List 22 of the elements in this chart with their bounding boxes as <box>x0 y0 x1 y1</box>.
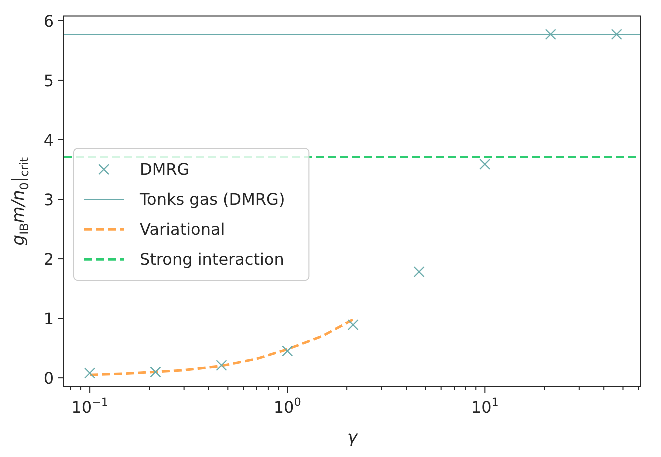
legend-label: Strong interaction <box>140 250 284 269</box>
y-tick-label: 1 <box>44 310 54 329</box>
legend-label: Tonks gas (DMRG) <box>139 190 286 209</box>
legend-label: Variational <box>140 220 226 239</box>
y-tick-label: 3 <box>44 190 54 210</box>
point <box>480 158 491 170</box>
y-tick-label: 4 <box>44 131 54 150</box>
point <box>282 346 294 357</box>
y-tick-label: 6 <box>44 12 54 31</box>
y-tick-label: 5 <box>44 71 54 90</box>
x-axis-title: γ <box>347 428 358 448</box>
point <box>611 29 622 40</box>
y-tick-label: 0 <box>44 369 54 388</box>
point <box>216 360 228 372</box>
point <box>84 368 96 379</box>
point <box>348 320 359 331</box>
y-tick-label: 2 <box>44 250 54 270</box>
point <box>414 266 425 278</box>
point <box>545 29 556 40</box>
y-axis-title: gIBm/n0|crit <box>9 157 32 246</box>
point <box>150 366 162 378</box>
legend-label: DMRG <box>140 160 190 179</box>
